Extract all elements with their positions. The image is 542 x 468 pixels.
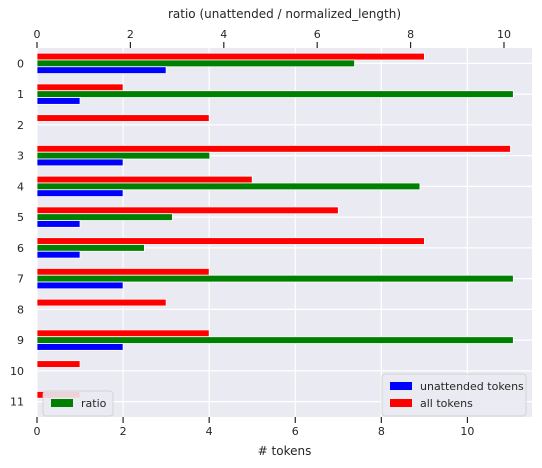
bottom-tick-label: 6 bbox=[292, 425, 299, 438]
bar-unattended-tokens-1 bbox=[36, 97, 81, 105]
bar-ratio-1 bbox=[36, 90, 514, 98]
bar-unattended-tokens-6 bbox=[36, 250, 81, 259]
top-axis-title: ratio (unattended / normalized_length) bbox=[168, 7, 401, 21]
bar-ratio-5 bbox=[36, 213, 173, 221]
y-tick-label: 2 bbox=[17, 119, 24, 132]
y-tick-label: 0 bbox=[17, 57, 24, 70]
bar-ratio-6 bbox=[36, 244, 145, 252]
bar-all-tokens-5 bbox=[36, 206, 339, 215]
bottom-axis: 0 2 4 6 8 10 bbox=[34, 417, 474, 438]
bar-ratio-4 bbox=[36, 182, 421, 191]
legend-ratio: ratio bbox=[42, 390, 114, 417]
top-tick-label: 4 bbox=[220, 28, 227, 41]
bar-unattended-tokens-4 bbox=[36, 189, 124, 197]
y-tick-label: 9 bbox=[17, 334, 24, 347]
legend-swatch-ratio bbox=[51, 399, 73, 407]
bar-all-tokens-8 bbox=[36, 298, 167, 307]
y-tick-label: 5 bbox=[17, 211, 24, 224]
bar-all-tokens-4 bbox=[36, 175, 253, 184]
legend-label-all-tokens: all tokens bbox=[420, 397, 473, 410]
legend-swatch-unattended-tokens bbox=[390, 382, 412, 390]
bar-unattended-tokens-0 bbox=[36, 66, 167, 74]
y-tick-label: 1 bbox=[17, 88, 24, 101]
top-tick-label: 8 bbox=[407, 28, 414, 41]
legend-frame bbox=[42, 390, 114, 417]
y-tick-label: 4 bbox=[17, 180, 24, 193]
y-tick-label: 3 bbox=[17, 150, 24, 163]
y-tick-label: 7 bbox=[17, 273, 24, 286]
y-tick-label: 6 bbox=[17, 242, 24, 255]
bar-all-tokens-6 bbox=[36, 237, 425, 245]
plot-area bbox=[37, 48, 532, 417]
bar-ratio-9 bbox=[36, 336, 514, 344]
bars bbox=[36, 52, 514, 399]
bar-unattended-tokens-7 bbox=[36, 281, 124, 290]
bottom-tick-label: 8 bbox=[378, 425, 385, 438]
bar-all-tokens-9 bbox=[36, 329, 210, 338]
bar-ratio-7 bbox=[36, 274, 514, 283]
bar-all-tokens-2 bbox=[36, 114, 210, 122]
legend-label-ratio: ratio bbox=[81, 397, 107, 410]
legend-tokens: unattended tokens all tokens bbox=[381, 373, 527, 417]
top-tick-label: 2 bbox=[127, 28, 134, 41]
bar-all-tokens-1 bbox=[36, 83, 124, 92]
bar-unattended-tokens-9 bbox=[36, 343, 124, 351]
bottom-tick-label: 0 bbox=[34, 425, 41, 438]
y-axis: 0 1 2 3 4 5 6 7 8 9 10 11 bbox=[10, 57, 24, 408]
bar-all-tokens-10 bbox=[36, 360, 81, 368]
top-tick-label: 10 bbox=[497, 28, 511, 41]
bar-ratio-0 bbox=[36, 59, 355, 68]
bar-all-tokens-3 bbox=[36, 145, 511, 153]
bar-all-tokens-0 bbox=[36, 52, 425, 61]
bottom-tick-label: 4 bbox=[206, 425, 213, 438]
y-tick-label: 8 bbox=[17, 303, 24, 316]
legend-frame bbox=[381, 373, 527, 417]
y-tick-label: 11 bbox=[10, 396, 24, 409]
top-axis: 0 2 4 6 8 10 bbox=[34, 28, 511, 48]
y-tick-label: 10 bbox=[10, 365, 24, 378]
bar-unattended-tokens-5 bbox=[36, 220, 81, 228]
bottom-axis-title: # tokens bbox=[258, 444, 312, 458]
bar-all-tokens-7 bbox=[36, 268, 210, 276]
bottom-tick-label: 2 bbox=[120, 425, 127, 438]
legend-label-unattended-tokens: unattended tokens bbox=[420, 380, 524, 393]
top-tick-label: 0 bbox=[34, 28, 41, 41]
bottom-tick-label: 10 bbox=[460, 425, 474, 438]
bar-ratio-3 bbox=[36, 151, 211, 160]
bar-unattended-tokens-3 bbox=[36, 158, 124, 167]
legend-swatch-all-tokens bbox=[390, 399, 412, 407]
top-tick-label: 6 bbox=[314, 28, 321, 41]
